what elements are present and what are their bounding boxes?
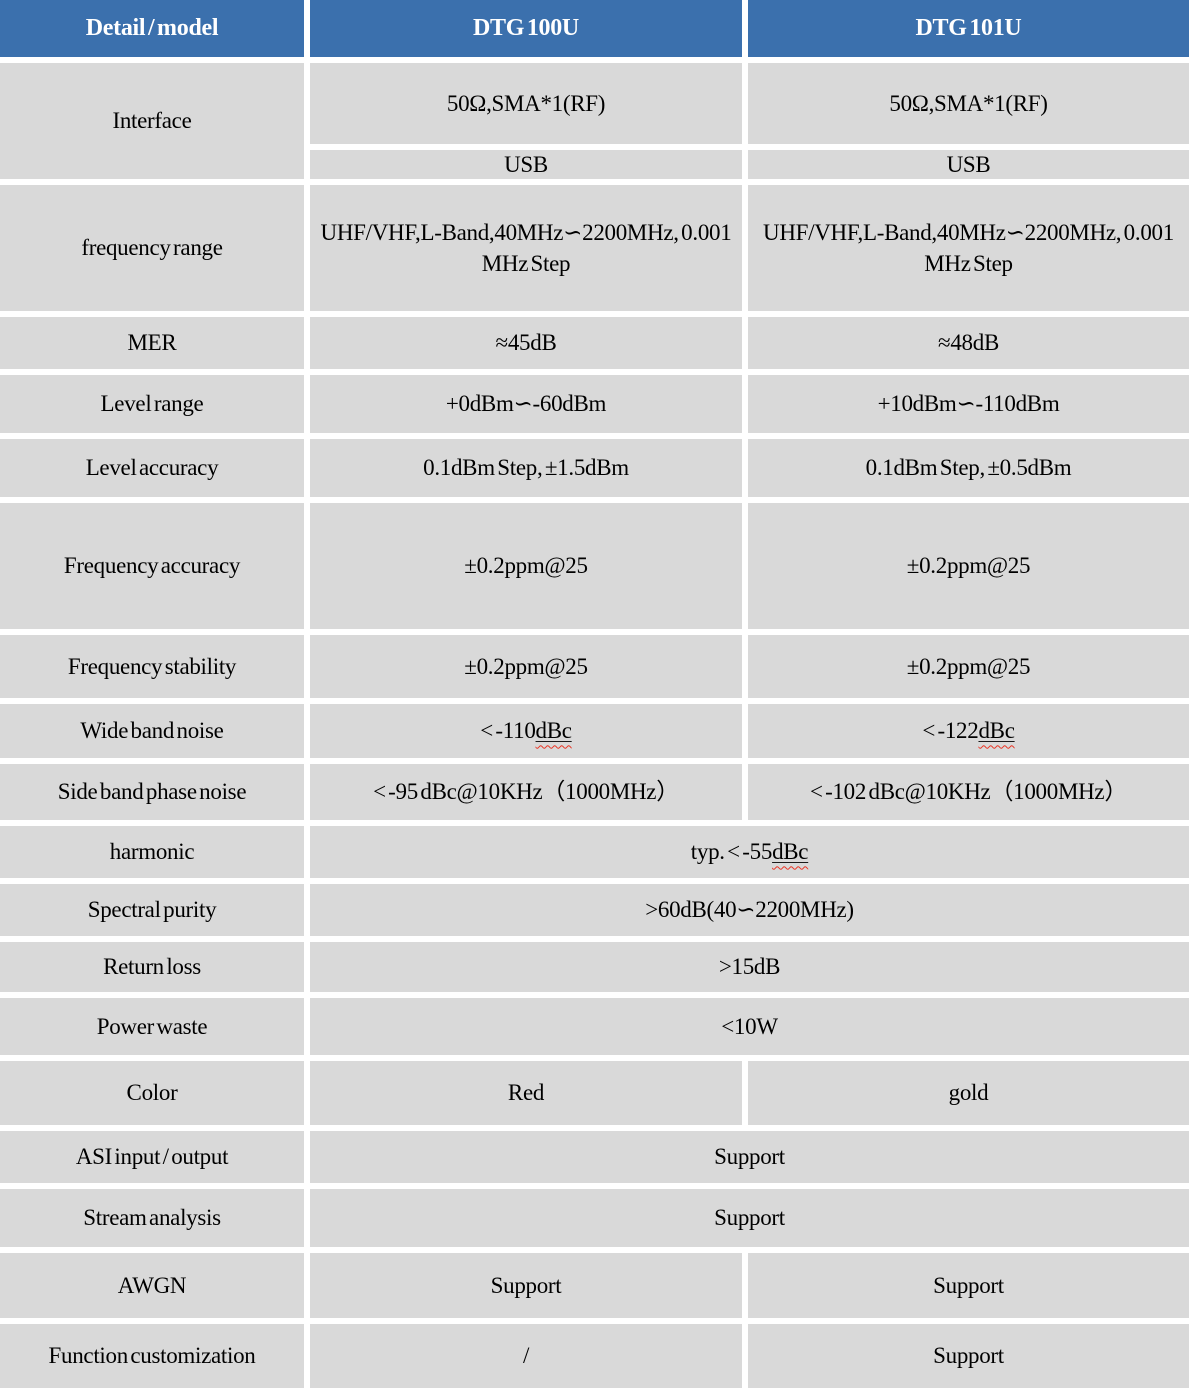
cell-side-band-phase-noise-dtg101u: < -102 dBc@10KHz（1000MHz） [748, 764, 1189, 820]
cell-function-customization-dtg100u: / [310, 1324, 742, 1388]
cell-level-accuracy-dtg100u: 0.1dBm Step, ±1.5dBm [310, 439, 742, 497]
cell-mer-dtg101u: ≈48dB [748, 317, 1189, 369]
row-level-accuracy-label: Level accuracy [0, 439, 304, 497]
harmonic-value: typ. < -55 [690, 839, 773, 865]
row-awgn-label: AWGN [0, 1253, 304, 1318]
wide-band-noise-dtg100u-unit: dBc [535, 718, 572, 744]
wide-band-noise-dtg101u-unit: dBc [978, 718, 1015, 744]
cell-mer-dtg100u: ≈45dB [310, 317, 742, 369]
row-frequency-accuracy-label: Frequency accuracy [0, 503, 304, 629]
cell-interface-usb-dtg100u: USB [310, 150, 742, 179]
cell-awgn-dtg100u: Support [310, 1253, 742, 1318]
spellcheck-underline: dBc [772, 836, 808, 867]
cell-spectral-purity-both-models: >60dB(40∽2200MHz) [310, 884, 1189, 936]
row-harmonic-label: harmonic [0, 826, 304, 878]
row-interface-label: Interface [0, 63, 304, 179]
spellcheck-underline: dBc [978, 715, 1014, 746]
cell-frequency-range-dtg100u: UHF/VHF,L-Band,40MHz∽2200MHz, 0.001MHz S… [310, 185, 742, 311]
cell-side-band-phase-noise-dtg100u: < -95 dBc@10KHz（1000MHz） [310, 764, 742, 820]
cell-frequency-stability-dtg101u: ±0.2ppm@25 [748, 635, 1189, 698]
cell-frequency-accuracy-dtg100u: ±0.2ppm@25 [310, 503, 742, 629]
cell-level-range-dtg100u: +0dBm∽-60dBm [310, 375, 742, 433]
cell-interface-usb-dtg101u: USB [748, 150, 1189, 179]
row-function-customization-label: Function customization [0, 1324, 304, 1388]
row-stream-analysis-label: Stream analysis [0, 1189, 304, 1247]
row-side-band-phase-noise-label: Side band phase noise [0, 764, 304, 820]
cell-wide-band-noise-dtg101u: < -122 dBc [748, 704, 1189, 758]
cell-power-waste-both-models: <10W [310, 998, 1189, 1055]
row-mer-label: MER [0, 317, 304, 369]
cell-interface-rf-dtg100u: 50Ω,SMA*1(RF) [310, 63, 742, 144]
row-spectral-purity-label: Spectral purity [0, 884, 304, 936]
header-detail-model: Detail / model [0, 0, 304, 57]
wide-band-noise-dtg100u-value: < -110 [480, 718, 536, 744]
cell-level-accuracy-dtg101u: 0.1dBm Step, ±0.5dBm [748, 439, 1189, 497]
cell-frequency-accuracy-dtg101u: ±0.2ppm@25 [748, 503, 1189, 629]
cell-frequency-range-dtg101u: UHF/VHF,L-Band,40MHz∽2200MHz, 0.001MHz S… [748, 185, 1189, 311]
wide-band-noise-dtg101u-value: < -122 [922, 718, 979, 744]
cell-level-range-dtg101u: +10dBm∽-110dBm [748, 375, 1189, 433]
row-level-range-label: Level range [0, 375, 304, 433]
cell-asi-io-both-models: Support [310, 1131, 1189, 1183]
harmonic-unit: dBc [772, 839, 809, 865]
spellcheck-underline: dBc [536, 715, 572, 746]
row-color-label: Color [0, 1061, 304, 1125]
cell-wide-band-noise-dtg100u: < -110 dBc [310, 704, 742, 758]
cell-function-customization-dtg101u: Support [748, 1324, 1189, 1388]
cell-awgn-dtg101u: Support [748, 1253, 1189, 1318]
row-wide-band-noise-label: Wide band noise [0, 704, 304, 758]
cell-harmonic-both-models: typ. < -55 dBc [310, 826, 1189, 878]
cell-stream-analysis-both-models: Support [310, 1189, 1189, 1247]
cell-color-dtg100u: Red [310, 1061, 742, 1125]
header-dtg-101u: DTG 101U [748, 0, 1189, 57]
cell-frequency-stability-dtg100u: ±0.2ppm@25 [310, 635, 742, 698]
row-power-waste-label: Power waste [0, 998, 304, 1055]
row-frequency-stability-label: Frequency stability [0, 635, 304, 698]
row-frequency-range-label: frequency range [0, 185, 304, 311]
row-return-loss-label: Return loss [0, 942, 304, 992]
header-dtg-100u: DTG 100U [310, 0, 742, 57]
cell-interface-rf-dtg101u: 50Ω,SMA*1(RF) [748, 63, 1189, 144]
cell-color-dtg101u: gold [748, 1061, 1189, 1125]
row-asi-io-label: ASI input / output [0, 1131, 304, 1183]
cell-return-loss-both-models: >15dB [310, 942, 1189, 992]
